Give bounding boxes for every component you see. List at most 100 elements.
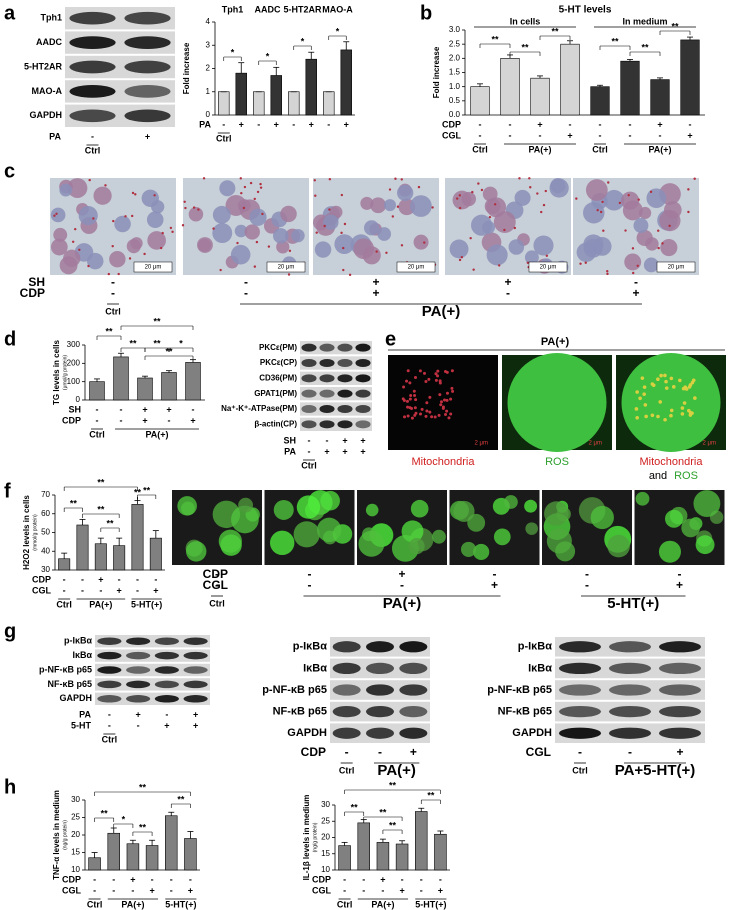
group-label: PA(+) xyxy=(422,303,460,320)
blot-band xyxy=(126,651,151,660)
bar xyxy=(185,362,201,401)
condition-name: CDP xyxy=(301,745,326,759)
blot-band xyxy=(97,680,122,689)
sig-label: ** xyxy=(165,346,173,356)
y-tick-label: 2.0 xyxy=(449,53,461,62)
cell xyxy=(607,534,630,558)
bar xyxy=(149,537,162,571)
lipid-droplet xyxy=(134,193,137,196)
blot-band xyxy=(609,641,651,653)
caption: and xyxy=(649,470,667,482)
mito-dot xyxy=(445,409,449,413)
overlay-dot xyxy=(635,415,639,420)
mito-dot xyxy=(413,406,417,410)
condition-mark: + xyxy=(380,874,385,884)
cell xyxy=(544,501,569,526)
mito-dot xyxy=(438,393,442,397)
blot-band xyxy=(124,11,171,25)
blot-band xyxy=(183,651,208,660)
condition-mark: - xyxy=(578,745,582,759)
blot-label: MAO-A xyxy=(32,86,63,96)
overlay-dot xyxy=(640,376,645,380)
y-tick-label: 3 xyxy=(206,40,211,49)
lipid-droplet xyxy=(131,191,135,195)
bar xyxy=(415,811,428,871)
mito-dot xyxy=(451,389,455,393)
bar xyxy=(338,845,351,871)
y-axis-label: Fold increase xyxy=(182,42,191,94)
lipid-droplet xyxy=(253,265,257,268)
mito-dot xyxy=(443,370,447,374)
lipid-droplet xyxy=(536,192,539,195)
sig-label: ** xyxy=(177,794,185,804)
overlay-dot xyxy=(687,385,692,389)
sig-label: * xyxy=(301,36,305,46)
y-tick-label: 1.5 xyxy=(449,68,461,77)
overlay-dot xyxy=(690,411,694,415)
cell xyxy=(493,211,516,234)
cell xyxy=(449,239,469,259)
condition-mark: - xyxy=(118,574,121,584)
y-axis-label: TNF-α levels in medium xyxy=(52,790,61,880)
overlay-dot xyxy=(663,417,667,422)
blot-band xyxy=(366,705,394,718)
lipid-droplet xyxy=(242,206,246,210)
y-tick-label: 30 xyxy=(71,795,80,804)
group-label: Ctrl xyxy=(572,765,588,775)
chart-title: 5-HT levels xyxy=(559,5,612,16)
lipid-droplet xyxy=(53,214,56,217)
blot-band xyxy=(559,705,601,718)
mito-dot xyxy=(436,369,440,373)
y-axis-label: IL-1β levels in medium xyxy=(302,795,311,881)
cell xyxy=(482,186,498,202)
sig-label: ** xyxy=(129,338,137,348)
condition-mark: + xyxy=(149,885,154,895)
blot-strip xyxy=(300,417,372,431)
condition-mark: - xyxy=(292,119,295,129)
mito-dot xyxy=(437,413,441,417)
lipid-droplet xyxy=(219,268,222,272)
condition-mark: + xyxy=(372,286,379,300)
blot-band xyxy=(366,662,394,675)
blot-band xyxy=(183,695,208,703)
scale-bar-label: 20 μm xyxy=(408,265,425,271)
group-label: Ctrl xyxy=(105,306,121,316)
mito-dot xyxy=(444,412,448,416)
lipid-droplet xyxy=(400,178,403,181)
condition-mark: - xyxy=(326,435,329,445)
cell xyxy=(249,208,267,226)
mito-dot xyxy=(441,405,445,409)
overlay-dot xyxy=(638,396,642,401)
mito-dot xyxy=(419,412,423,416)
cell xyxy=(410,499,429,518)
sig-label: ** xyxy=(97,477,105,487)
lipid-droplet xyxy=(400,244,404,247)
condition-mark: + xyxy=(342,446,347,456)
condition-mark: + xyxy=(188,885,193,895)
bar xyxy=(560,43,580,116)
lipid-droplet xyxy=(657,229,660,232)
blot-band xyxy=(97,651,122,660)
lipid-droplet xyxy=(513,226,517,230)
condition-mark: - xyxy=(91,131,94,141)
cell xyxy=(397,184,414,202)
lipid-droplet xyxy=(545,254,549,257)
y-tick-label: 60 xyxy=(41,509,50,518)
y-tick-label: 20 xyxy=(71,830,80,839)
blot-strip xyxy=(95,663,210,677)
condition-mark: - xyxy=(244,286,248,300)
blot-band xyxy=(126,666,151,674)
bar xyxy=(76,524,89,571)
blot-label: IκBα xyxy=(303,662,327,674)
sig-label: ** xyxy=(153,316,161,326)
sig-label: * xyxy=(122,814,126,824)
overlay-dot xyxy=(643,403,648,407)
bar xyxy=(270,75,282,116)
condition-mark: - xyxy=(81,585,84,595)
lipid-droplet xyxy=(192,206,196,209)
lipid-droplet xyxy=(385,251,388,254)
lipid-droplet xyxy=(431,206,434,209)
lipid-droplet xyxy=(255,240,259,244)
blot-band xyxy=(69,85,116,98)
